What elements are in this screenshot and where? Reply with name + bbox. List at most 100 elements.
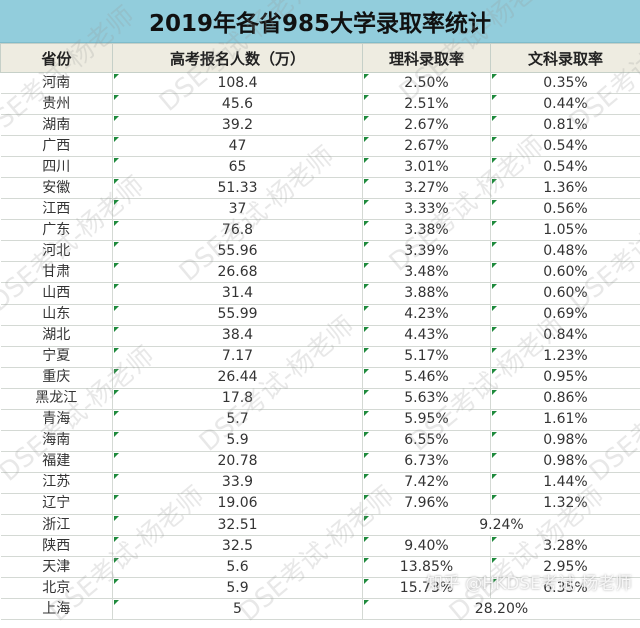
cell-combined-rate[interactable]: 28.20% <box>363 599 640 620</box>
cell-science-rate[interactable]: 3.33% <box>363 199 491 220</box>
cell-science-rate[interactable]: 6.73% <box>363 451 491 472</box>
cell-province[interactable]: 海南 <box>1 430 113 451</box>
cell-province[interactable]: 重庆 <box>1 367 113 388</box>
cell-applicants[interactable]: 31.4 <box>113 283 363 304</box>
cell-province[interactable]: 安徽 <box>1 178 113 199</box>
cell-applicants[interactable]: 37 <box>113 199 363 220</box>
cell-science-rate[interactable]: 2.67% <box>363 136 491 157</box>
cell-combined-rate[interactable]: 9.24% <box>363 514 640 535</box>
cell-applicants[interactable]: 5.6 <box>113 557 363 578</box>
cell-arts-rate[interactable]: 0.69% <box>491 304 640 325</box>
cell-arts-rate[interactable]: 0.81% <box>491 115 640 136</box>
cell-province[interactable]: 山西 <box>1 283 113 304</box>
cell-science-rate[interactable]: 2.50% <box>363 73 491 94</box>
cell-applicants[interactable]: 32.5 <box>113 536 363 557</box>
cell-science-rate[interactable]: 5.95% <box>363 409 491 430</box>
cell-province[interactable]: 陕西 <box>1 536 113 557</box>
cell-arts-rate[interactable]: 2.95% <box>491 557 640 578</box>
cell-science-rate[interactable]: 15.73% <box>363 578 491 599</box>
cell-science-rate[interactable]: 4.43% <box>363 325 491 346</box>
cell-province[interactable]: 江西 <box>1 199 113 220</box>
cell-science-rate[interactable]: 3.48% <box>363 262 491 283</box>
cell-science-rate[interactable]: 5.46% <box>363 367 491 388</box>
cell-province[interactable]: 湖南 <box>1 115 113 136</box>
cell-applicants[interactable]: 108.4 <box>113 73 363 94</box>
cell-arts-rate[interactable]: 1.23% <box>491 346 640 367</box>
cell-applicants[interactable]: 5 <box>113 599 363 620</box>
cell-applicants[interactable]: 76.8 <box>113 220 363 241</box>
cell-arts-rate[interactable]: 3.28% <box>491 536 640 557</box>
cell-applicants[interactable]: 19.06 <box>113 493 363 514</box>
cell-applicants[interactable]: 17.8 <box>113 388 363 409</box>
cell-province[interactable]: 甘肃 <box>1 262 113 283</box>
cell-science-rate[interactable]: 3.88% <box>363 283 491 304</box>
cell-province[interactable]: 福建 <box>1 451 113 472</box>
cell-arts-rate[interactable]: 0.84% <box>491 325 640 346</box>
cell-science-rate[interactable]: 9.40% <box>363 536 491 557</box>
cell-applicants[interactable]: 38.4 <box>113 325 363 346</box>
cell-province[interactable]: 宁夏 <box>1 346 113 367</box>
cell-science-rate[interactable]: 13.85% <box>363 557 491 578</box>
cell-applicants[interactable]: 45.6 <box>113 94 363 115</box>
cell-applicants[interactable]: 39.2 <box>113 115 363 136</box>
cell-applicants[interactable]: 32.51 <box>113 514 363 535</box>
cell-science-rate[interactable]: 2.67% <box>363 115 491 136</box>
cell-science-rate[interactable]: 2.51% <box>363 94 491 115</box>
cell-applicants[interactable]: 33.9 <box>113 472 363 493</box>
cell-arts-rate[interactable]: 1.61% <box>491 409 640 430</box>
cell-applicants[interactable]: 5.9 <box>113 430 363 451</box>
cell-applicants[interactable]: 26.44 <box>113 367 363 388</box>
cell-province[interactable]: 江苏 <box>1 472 113 493</box>
cell-applicants[interactable]: 47 <box>113 136 363 157</box>
cell-province[interactable]: 四川 <box>1 157 113 178</box>
cell-province[interactable]: 浙江 <box>1 514 113 535</box>
cell-arts-rate[interactable]: 1.05% <box>491 220 640 241</box>
cell-province[interactable]: 黑龙江 <box>1 388 113 409</box>
cell-arts-rate[interactable]: 0.54% <box>491 136 640 157</box>
cell-arts-rate[interactable]: 0.60% <box>491 262 640 283</box>
cell-arts-rate[interactable]: 0.54% <box>491 157 640 178</box>
cell-applicants[interactable]: 55.96 <box>113 241 363 262</box>
cell-science-rate[interactable]: 3.39% <box>363 241 491 262</box>
cell-arts-rate[interactable]: 0.48% <box>491 241 640 262</box>
cell-province[interactable]: 上海 <box>1 599 113 620</box>
cell-arts-rate[interactable]: 0.98% <box>491 430 640 451</box>
cell-arts-rate[interactable]: 0.95% <box>491 367 640 388</box>
cell-province[interactable]: 河北 <box>1 241 113 262</box>
cell-province[interactable]: 山东 <box>1 304 113 325</box>
cell-applicants[interactable]: 65 <box>113 157 363 178</box>
cell-arts-rate[interactable]: 0.98% <box>491 451 640 472</box>
cell-arts-rate[interactable]: 0.60% <box>491 283 640 304</box>
cell-province[interactable]: 天津 <box>1 557 113 578</box>
cell-province[interactable]: 湖北 <box>1 325 113 346</box>
cell-province[interactable]: 辽宁 <box>1 493 113 514</box>
cell-province[interactable]: 广西 <box>1 136 113 157</box>
cell-science-rate[interactable]: 4.23% <box>363 304 491 325</box>
cell-applicants[interactable]: 5.9 <box>113 578 363 599</box>
cell-arts-rate[interactable]: 0.86% <box>491 388 640 409</box>
cell-arts-rate[interactable]: 1.44% <box>491 472 640 493</box>
cell-arts-rate[interactable]: 1.36% <box>491 178 640 199</box>
cell-applicants[interactable]: 26.68 <box>113 262 363 283</box>
cell-science-rate[interactable]: 7.96% <box>363 493 491 514</box>
cell-applicants[interactable]: 20.78 <box>113 451 363 472</box>
cell-arts-rate[interactable]: 0.44% <box>491 94 640 115</box>
cell-province[interactable]: 北京 <box>1 578 113 599</box>
cell-arts-rate[interactable]: 1.32% <box>491 493 640 514</box>
cell-applicants[interactable]: 7.17 <box>113 346 363 367</box>
cell-arts-rate[interactable]: 0.56% <box>491 199 640 220</box>
cell-applicants[interactable]: 5.7 <box>113 409 363 430</box>
cell-province[interactable]: 贵州 <box>1 94 113 115</box>
cell-science-rate[interactable]: 7.42% <box>363 472 491 493</box>
cell-arts-rate[interactable]: 6.35% <box>491 578 640 599</box>
cell-science-rate[interactable]: 5.17% <box>363 346 491 367</box>
cell-province[interactable]: 广东 <box>1 220 113 241</box>
cell-arts-rate[interactable]: 0.35% <box>491 73 640 94</box>
cell-science-rate[interactable]: 3.01% <box>363 157 491 178</box>
cell-science-rate[interactable]: 5.63% <box>363 388 491 409</box>
cell-science-rate[interactable]: 3.38% <box>363 220 491 241</box>
cell-science-rate[interactable]: 6.55% <box>363 430 491 451</box>
cell-province[interactable]: 青海 <box>1 409 113 430</box>
cell-applicants[interactable]: 55.99 <box>113 304 363 325</box>
cell-applicants[interactable]: 51.33 <box>113 178 363 199</box>
